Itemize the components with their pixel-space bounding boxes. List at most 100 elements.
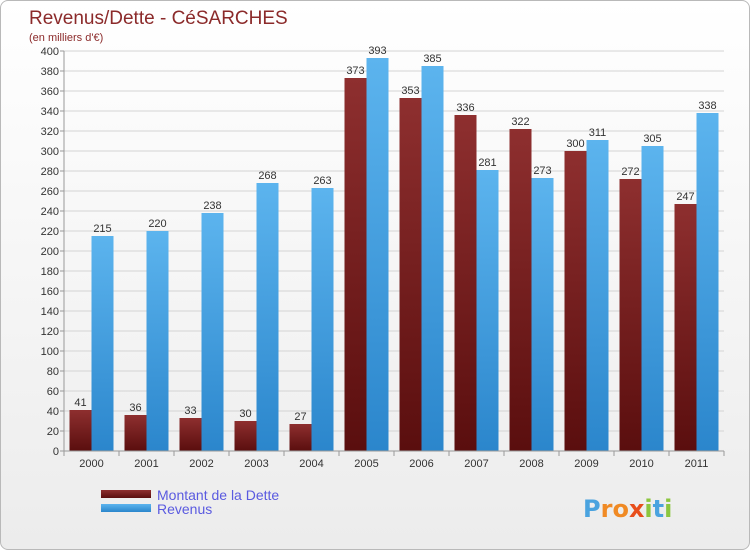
x-tick-label-2003: 2003 [244, 458, 268, 470]
y-tick-label: 220 [41, 226, 59, 238]
y-axis-ticks: 0 20 40 60 80 100 120 140 160 180 200 220 240 260 280 3… [41, 46, 65, 458]
y-tick-label: 120 [41, 326, 59, 338]
bar-revenus-2006 [421, 66, 444, 451]
data-label-revenus-2007: 281 [478, 157, 496, 169]
data-label-revenus-2004: 263 [313, 175, 331, 187]
bar-revenus-2011 [696, 113, 719, 451]
y-tick-label: 240 [41, 206, 59, 218]
y-tick-label: 40 [47, 406, 59, 418]
bar-debt-2000 [69, 410, 92, 451]
bar-debt-2003 [234, 421, 257, 451]
data-label-debt-2008: 322 [511, 116, 529, 128]
bar-revenus-2007 [476, 170, 499, 451]
bar-revenus-2000 [91, 236, 114, 451]
data-label-debt-2009: 300 [566, 138, 584, 150]
data-label-debt-2000: 41 [74, 397, 86, 409]
data-label-debt-2005: 373 [346, 65, 364, 77]
y-tick-label: 380 [41, 66, 59, 78]
y-tick-label: 100 [41, 346, 59, 358]
data-label-debt-2001: 36 [129, 402, 141, 414]
x-tick-label-2008: 2008 [519, 458, 543, 470]
data-label-revenus-2000: 215 [93, 223, 111, 235]
x-tick-label-2004: 2004 [299, 458, 323, 470]
bar-revenus-2003 [256, 183, 279, 451]
x-tick-label-2010: 2010 [629, 458, 653, 470]
y-tick-label: 260 [41, 186, 59, 198]
x-axis-ticks: 2000 2001 2002 2003 2004 2005 2006 2007 2008 2009… [63, 450, 725, 470]
data-label-revenus-2005: 393 [368, 45, 386, 57]
logo-text: Proxiti [583, 495, 672, 523]
proxiti-logo: Proxiti [583, 495, 672, 523]
logo-letter: x [629, 495, 645, 523]
data-label-debt-2006: 353 [401, 85, 419, 97]
logo-letter: i [644, 495, 652, 523]
data-label-revenus-2008: 273 [533, 165, 551, 177]
bar-revenus-2008 [531, 178, 554, 451]
y-tick-label: 140 [41, 306, 59, 318]
x-tick-label-2002: 2002 [189, 458, 213, 470]
data-label-debt-2003: 30 [239, 408, 251, 420]
y-tick-label: 340 [41, 106, 59, 118]
y-tick-label: 200 [41, 246, 59, 258]
bar-debt-2007 [454, 115, 477, 451]
legend-label-revenus: Revenus [157, 501, 212, 517]
bar-revenus-2010 [641, 146, 664, 451]
bar-debt-2010 [619, 179, 642, 451]
y-tick-label: 20 [47, 426, 59, 438]
x-tick-label-2007: 2007 [464, 458, 488, 470]
data-label-revenus-2002: 238 [203, 200, 221, 212]
x-tick-label-2005: 2005 [354, 458, 378, 470]
y-tick-label: 300 [41, 146, 59, 158]
logo-letter: i [664, 495, 672, 523]
logo-letter: r [601, 495, 613, 523]
y-tick-label: 80 [47, 366, 59, 378]
data-label-debt-2010: 272 [621, 166, 639, 178]
logo-letter: t [653, 495, 664, 523]
x-tick-label-2011: 2011 [685, 458, 709, 470]
y-tick-label: 180 [41, 266, 59, 278]
data-label-debt-2004: 27 [294, 411, 306, 423]
y-tick-label: 400 [41, 46, 59, 58]
y-tick-label: 60 [47, 386, 59, 398]
gridlines [64, 50, 724, 452]
y-tick-label: 160 [41, 286, 59, 298]
bar-debt-2005 [344, 78, 367, 451]
x-tick-label-2000: 2000 [79, 458, 103, 470]
bar-revenus-2005 [366, 58, 389, 451]
bar-revenus-2002 [201, 213, 224, 451]
bar-debt-2006 [399, 98, 422, 451]
bar-debt-2011 [674, 204, 697, 451]
data-label-revenus-2001: 220 [148, 218, 166, 230]
bar-revenus-2001 [146, 231, 169, 451]
legend-swatch-revenus [101, 504, 151, 512]
data-label-revenus-2009: 311 [589, 127, 607, 139]
y-tick-label: 360 [41, 86, 59, 98]
bars: 41 215 36 220 33 238 30 268 27 263 373 393 353 385 336… [69, 45, 719, 451]
legend-label-debt: Montant de la Dette [157, 487, 279, 503]
bar-debt-2008 [509, 129, 532, 451]
y-tick-label: 320 [41, 126, 59, 138]
legend: Montant de la Dette Revenus [101, 487, 279, 517]
logo-letter: P [583, 495, 601, 523]
bar-debt-2009 [564, 151, 587, 451]
data-label-debt-2002: 33 [184, 405, 196, 417]
bar-revenus-2004 [311, 188, 334, 451]
y-tick-label: 280 [41, 166, 59, 178]
bar-debt-2002 [179, 418, 202, 451]
x-tick-label-2009: 2009 [574, 458, 598, 470]
x-tick-label-2001: 2001 [134, 458, 158, 470]
x-tick-label-2006: 2006 [409, 458, 433, 470]
bar-debt-2001 [124, 415, 147, 451]
data-label-debt-2007: 336 [456, 102, 474, 114]
chart-title: Revenus/Dette - CéSARCHES [29, 8, 288, 29]
bar-debt-2004 [289, 424, 312, 451]
data-label-debt-2011: 247 [676, 191, 694, 203]
data-label-revenus-2010: 305 [643, 133, 661, 145]
data-label-revenus-2011: 338 [698, 100, 716, 112]
y-tick-label: 0 [53, 446, 59, 458]
data-label-revenus-2003: 268 [258, 170, 276, 182]
legend-swatch-debt [101, 490, 151, 498]
logo-letter: o [612, 495, 629, 523]
